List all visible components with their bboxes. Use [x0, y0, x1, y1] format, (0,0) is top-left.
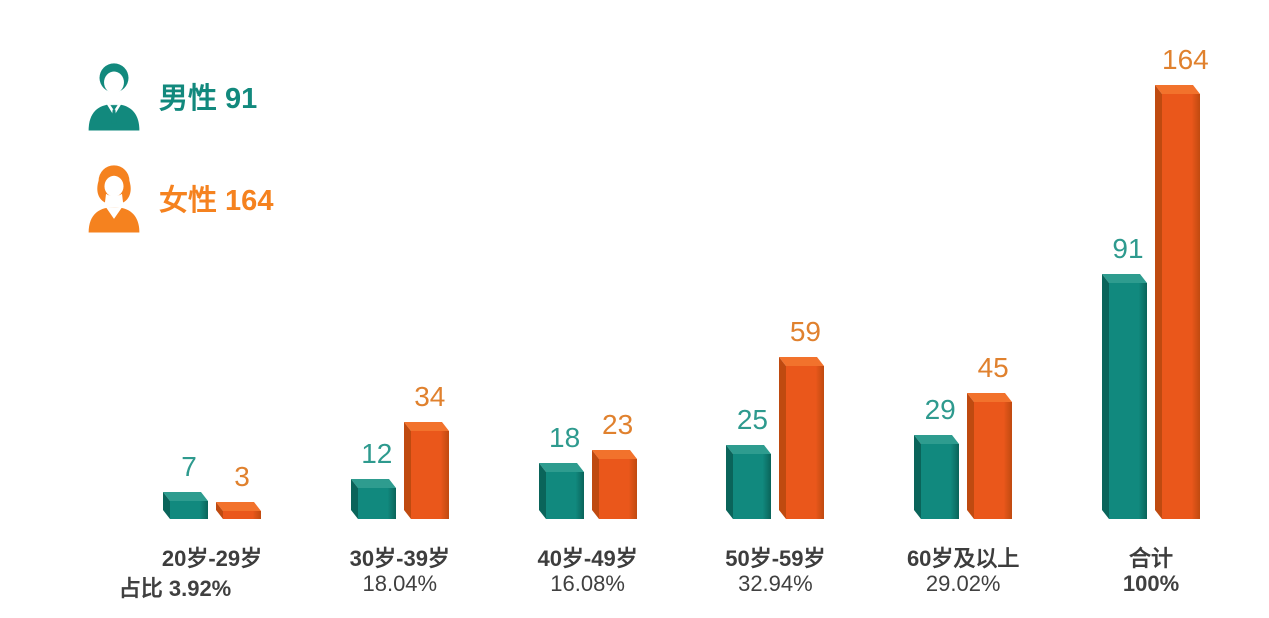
female-bar-0[interactable]	[216, 502, 261, 519]
bar-top-face	[967, 393, 1013, 402]
bar-top-face	[726, 445, 772, 454]
bar-left-face	[591, 450, 599, 519]
bar-front-face	[1109, 283, 1147, 519]
bar-left-face	[1155, 85, 1162, 519]
bar-front-face	[357, 488, 396, 519]
bar-front-face	[1162, 94, 1200, 519]
bar-front-face	[223, 511, 261, 519]
percent-label-2: 16.08%	[550, 571, 625, 596]
male-value-label-1: 12	[361, 438, 393, 469]
bar-left-face	[914, 435, 922, 519]
bar-left-face	[967, 393, 975, 519]
bar-left-face	[403, 422, 411, 519]
bar-front-face	[974, 402, 1013, 519]
bar-top-face	[163, 492, 208, 501]
bar-left-face	[163, 492, 170, 519]
female-value-label-1: 34	[414, 381, 446, 412]
bar-top-face	[591, 450, 637, 459]
bar-front-face	[170, 501, 208, 519]
female-person-icon	[88, 165, 140, 233]
female-bar-1[interactable]	[403, 422, 449, 519]
female-bar-2[interactable]	[591, 450, 637, 519]
bar-left-face	[350, 479, 358, 519]
percent-label-4: 29.02%	[925, 571, 1001, 596]
bar-front-face	[733, 454, 772, 519]
bar-top-face	[1102, 274, 1147, 283]
bar-left-face	[216, 502, 223, 519]
male-value-label-3: 25	[736, 404, 768, 435]
female-value-label-2: 23	[602, 409, 634, 440]
bar-left-face	[779, 357, 787, 519]
bar-front-face	[410, 431, 449, 519]
legend-item-female[interactable]: 女性 164	[85, 160, 273, 236]
legend: 男性 91 女性 164	[85, 58, 273, 262]
bar-front-face	[921, 444, 960, 519]
male-value-label-4: 29	[924, 394, 956, 425]
bar-top-face	[779, 357, 825, 366]
male-bar-3[interactable]	[726, 445, 772, 519]
percent-label-1: 18.04%	[362, 571, 438, 596]
female-bar-3[interactable]	[779, 357, 825, 519]
male-person-icon	[88, 63, 140, 131]
female-bar-4[interactable]	[967, 393, 1013, 519]
bar-front-face	[786, 366, 825, 519]
female-value-label-4: 45	[977, 352, 1009, 383]
male-value-label-5: 91	[1112, 233, 1144, 264]
category-label-5: 合计	[1128, 546, 1174, 571]
bar-top-face	[350, 479, 396, 488]
male-value-label-0: 7	[181, 451, 197, 482]
legend-item-male[interactable]: 男性 91	[85, 58, 273, 134]
bar-front-face	[598, 459, 637, 519]
percent-label-3: 32.94%	[738, 571, 813, 596]
bar-left-face	[538, 463, 546, 519]
bar-top-face	[538, 463, 584, 472]
category-label-3: 50岁-59岁	[725, 546, 826, 571]
percent-label-0: 占比 3.92%	[118, 576, 232, 601]
category-label-0: 20岁-29岁	[161, 546, 263, 571]
bar-front-face	[545, 472, 584, 519]
category-label-4: 60岁及以上	[906, 546, 1020, 571]
bar-top-face	[403, 422, 449, 431]
percent-label-5: 100%	[1122, 571, 1180, 596]
male-bar-0[interactable]	[163, 492, 208, 519]
legend-male-label: 男性 91	[159, 83, 258, 115]
female-value-label-0: 3	[234, 461, 250, 492]
legend-female-label: 女性 164	[159, 185, 274, 217]
male-bar-5[interactable]	[1102, 274, 1147, 519]
male-value-label-2: 18	[549, 422, 581, 453]
male-bar-4[interactable]	[914, 435, 960, 519]
category-label-2: 40岁-49岁	[537, 546, 638, 571]
female-value-label-3: 59	[789, 316, 821, 347]
female-value-label-5: 164	[1162, 44, 1209, 75]
bar-top-face	[216, 502, 261, 511]
male-bar-1[interactable]	[350, 479, 396, 519]
bar-left-face	[1102, 274, 1109, 519]
bar-top-face	[914, 435, 960, 444]
bar-left-face	[726, 445, 734, 519]
male-bar-2[interactable]	[538, 463, 584, 519]
category-label-1: 30岁-39岁	[349, 546, 450, 571]
bar-top-face	[1155, 85, 1200, 94]
female-bar-5[interactable]	[1155, 85, 1200, 519]
